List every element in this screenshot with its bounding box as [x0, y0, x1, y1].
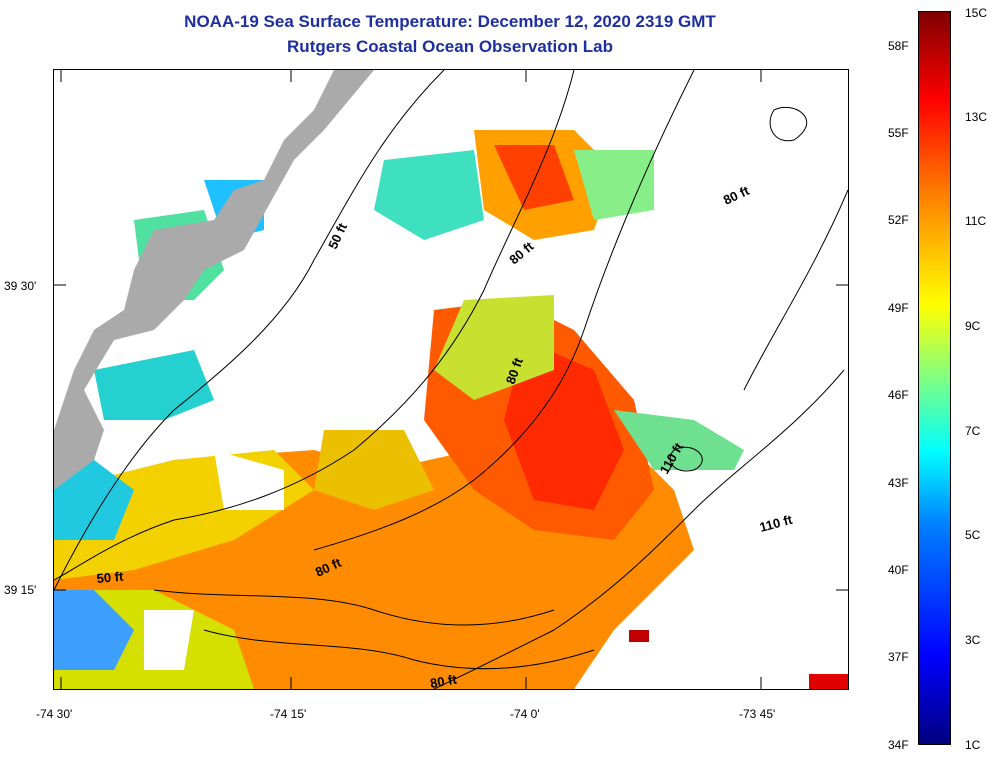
sst-map: 50 ft 80 ft 80 ft 80 ft 80 ft 50 ft 80 f…	[53, 69, 849, 690]
colorbar-fahrenheit-label: 52F	[888, 213, 909, 227]
contour-label: 80 ft	[506, 238, 537, 267]
colorbar-celsius-label: 3C	[965, 633, 981, 647]
colorbar-fahrenheit-label: 49F	[888, 301, 909, 315]
colorbar-celsius-label: 1C	[965, 738, 981, 752]
land-mass	[54, 70, 374, 490]
grid-ticks	[54, 70, 848, 689]
colorbar-fahrenheit-label: 34F	[888, 738, 909, 752]
lon-label: -74 15'	[270, 707, 307, 721]
colorbar-celsius-label: 11C	[965, 214, 987, 228]
lon-label: -73 45'	[739, 707, 776, 721]
colorbar-celsius-label: 9C	[965, 319, 981, 333]
lat-label: 39 30'	[4, 279, 37, 293]
colorbar-celsius-label: 7C	[965, 424, 981, 438]
contour-label: 80 ft	[429, 671, 459, 689]
sst-field	[54, 130, 848, 689]
colorbar-celsius-label: 15C	[965, 6, 988, 20]
map-subtitle: Rutgers Coastal Ocean Observation Lab	[287, 37, 613, 56]
map-title: NOAA-19 Sea Surface Temperature: Decembe…	[184, 12, 716, 31]
colorbar-fahrenheit-label: 46F	[888, 388, 909, 402]
lon-label: -74 0'	[510, 707, 540, 721]
colorbar-fahrenheit-label: 43F	[888, 476, 909, 490]
map-canvas: 50 ft 80 ft 80 ft 80 ft 80 ft 50 ft 80 f…	[54, 70, 848, 689]
colorbar-celsius-label: 5C	[965, 528, 981, 542]
colorbar-fahrenheit-label: 58F	[888, 39, 909, 53]
contour-label: 80 ft	[721, 183, 752, 208]
depth-contours	[54, 70, 848, 689]
colorbar-fahrenheit-label: 40F	[888, 563, 909, 577]
lat-label: 39 15'	[4, 583, 37, 597]
contour-label: 50 ft	[96, 569, 125, 586]
lon-label: -74 30'	[36, 707, 73, 721]
contour-label: 110 ft	[758, 512, 795, 535]
colorbar-celsius-label: 13C	[965, 110, 988, 124]
colorbar-fahrenheit-label: 37F	[888, 650, 909, 664]
colorbar-fahrenheit-label: 55F	[888, 126, 909, 140]
temperature-colorbar	[918, 11, 951, 745]
contour-label: 50 ft	[325, 220, 350, 251]
